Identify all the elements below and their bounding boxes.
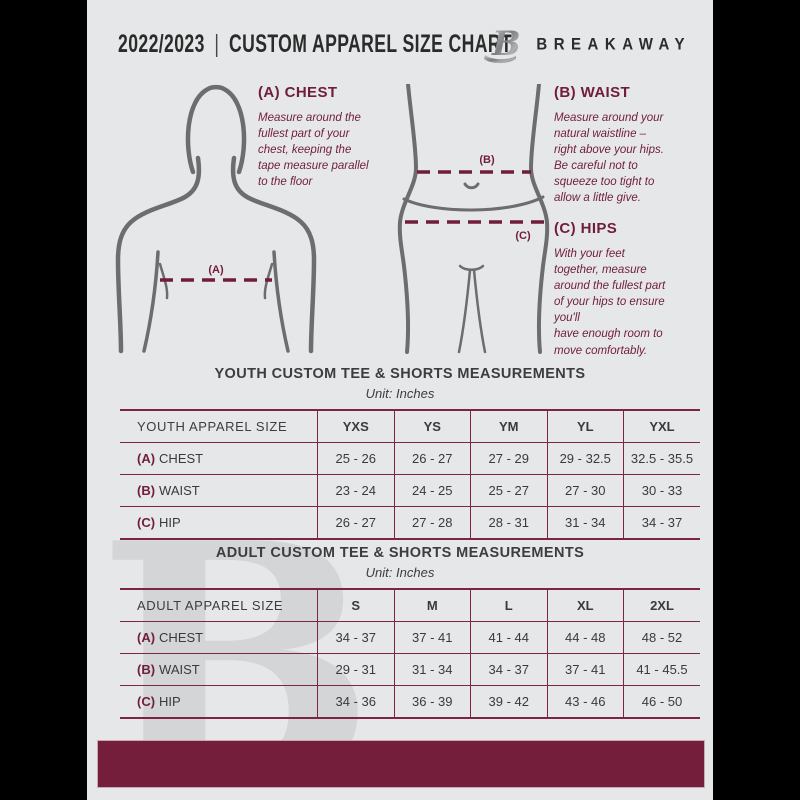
table-cell: 29 - 31	[317, 653, 394, 686]
table-row: (C) HIP 26 - 27 27 - 28 28 - 31 31 - 34 3…	[120, 506, 700, 540]
column-header: YS	[393, 410, 471, 443]
row-label-text: CHEST	[159, 451, 204, 466]
row-label: (B) WAIST	[120, 474, 318, 507]
brand-lockup: B BREAKAWAY	[482, 22, 691, 66]
table-cell: 44 - 48	[546, 621, 624, 654]
table-row: (A) CHEST 25 - 26 26 - 27 27 - 29 29 - 32…	[120, 442, 700, 475]
table-cell: 31 - 34	[393, 653, 471, 686]
table-header-row: ADULT APPAREL SIZE S M L XL 2XL	[120, 589, 700, 622]
chest-marker-label: (A)	[208, 264, 224, 276]
title-year: 2022/2023	[118, 29, 205, 58]
adult-section-unit: Unit: Inches	[365, 565, 435, 580]
column-header: YL	[546, 410, 624, 443]
youth-section-title: YOUTH CUSTOM TEE & SHORTS MEASUREMENTS	[214, 366, 586, 382]
hips-marker-label: (C)	[515, 230, 531, 242]
row-label: (A) CHEST	[120, 442, 318, 475]
table-cell: 27 - 28	[393, 506, 471, 539]
row-label-text: HIP	[159, 515, 181, 530]
row-label: (A) CHEST	[120, 621, 318, 654]
column-header: 2XL	[623, 589, 700, 622]
row-key: (A)	[137, 451, 156, 466]
table-row: (B) WAIST 29 - 31 31 - 34 34 - 37 37 - 41…	[120, 653, 700, 686]
chest-guide-heading: (A) CHEST	[258, 84, 338, 101]
table-header-row: YOUTH APPAREL SIZE YXS YS YM YL YXL	[120, 410, 700, 443]
row-label-text: WAIST	[159, 662, 200, 677]
table-cell: 24 - 25	[393, 474, 471, 507]
column-header: YOUTH APPAREL SIZE	[120, 410, 318, 443]
row-key: (C)	[137, 694, 156, 709]
header: 2022/2023 | CUSTOM APPAREL SIZE CHART B	[118, 22, 691, 66]
title-text: CUSTOM APPAREL SIZE CHART	[228, 29, 513, 58]
column-header: ADULT APPAREL SIZE	[120, 589, 318, 622]
row-key: (A)	[137, 630, 156, 645]
table-cell: 39 - 42	[470, 685, 547, 718]
table-cell: 46 - 50	[623, 685, 700, 718]
table-cell: 26 - 27	[393, 442, 471, 475]
footer-accent-bar	[97, 740, 705, 788]
waist-marker-label: (B)	[479, 154, 495, 166]
column-header: L	[470, 589, 547, 622]
column-header: YXL	[623, 410, 700, 443]
waist-guide: (B) WAIST Measure around your natural wa…	[554, 84, 709, 207]
table-cell: 32.5 - 35.5	[623, 442, 700, 475]
svg-text:B: B	[491, 24, 521, 64]
table-row: (C) HIP 34 - 36 36 - 39 39 - 42 43 - 46 4…	[120, 685, 700, 719]
hips-guide-body: With your feet together, measure around …	[554, 248, 666, 357]
row-label: (C) HIP	[120, 686, 318, 719]
table-cell: 34 - 36	[317, 685, 394, 718]
table-cell: 37 - 41	[546, 653, 624, 686]
table-cell: 43 - 46	[546, 685, 624, 718]
table-cell: 37 - 41	[393, 621, 471, 654]
title-divider: |	[214, 29, 220, 58]
table-cell: 27 - 29	[470, 442, 547, 475]
chest-figure-illustration: (A)	[115, 84, 317, 354]
table-cell: 34 - 37	[470, 653, 547, 686]
row-key: (B)	[137, 662, 156, 677]
adult-size-table: ADULT APPAREL SIZE S M L XL 2XL (A) CHEST…	[120, 588, 700, 719]
row-label: (C) HIP	[120, 507, 318, 540]
chest-guide: (A) CHEST Measure around the fullest par…	[258, 84, 408, 190]
row-key: (B)	[137, 483, 156, 498]
row-label: (B) WAIST	[120, 653, 318, 686]
adult-section-title: ADULT CUSTOM TEE & SHORTS MEASUREMENTS	[215, 545, 585, 561]
table-row: (B) WAIST 23 - 24 24 - 25 25 - 27 27 - 30…	[120, 474, 700, 507]
row-key: (C)	[137, 515, 156, 530]
table-cell: 30 - 33	[623, 474, 700, 507]
column-header: YM	[470, 410, 547, 443]
page-title: 2022/2023 | CUSTOM APPAREL SIZE CHART	[118, 29, 512, 58]
table-cell: 34 - 37	[317, 621, 394, 654]
youth-size-table: YOUTH APPAREL SIZE YXS YS YM YL YXL (A) C…	[120, 409, 700, 540]
hips-guide: (C) HIPS With your feet together, measur…	[554, 220, 709, 359]
brand-name: BREAKAWAY	[536, 34, 691, 54]
column-header: S	[317, 589, 394, 622]
size-chart-page: B 2022/2023 | CUSTOM APPAREL SIZE CHART	[87, 0, 713, 800]
table-cell: 41 - 45.5	[623, 653, 700, 686]
column-header: XL	[546, 589, 624, 622]
waist-guide-body: Measure around your natural waistline – …	[554, 112, 664, 205]
waist-guide-heading: (B) WAIST	[554, 84, 631, 101]
table-cell: 48 - 52	[623, 621, 700, 654]
youth-section-unit: Unit: Inches	[365, 386, 435, 401]
table-cell: 36 - 39	[393, 685, 471, 718]
waist-hips-figure-illustration: (B) (C)	[397, 84, 550, 354]
table-cell: 25 - 26	[317, 442, 394, 475]
row-label-text: CHEST	[159, 630, 204, 645]
row-label-text: WAIST	[159, 483, 200, 498]
column-header: M	[393, 589, 471, 622]
table-cell: 23 - 24	[317, 474, 394, 507]
breakaway-logo-icon: B	[484, 24, 521, 64]
table-cell: 41 - 44	[470, 621, 547, 654]
table-cell: 25 - 27	[470, 474, 547, 507]
chest-guide-body: Measure around the fullest part of your …	[258, 112, 369, 189]
column-header: YXS	[317, 410, 394, 443]
table-cell: 34 - 37	[623, 506, 700, 539]
table-cell: 28 - 31	[470, 506, 547, 539]
table-cell: 31 - 34	[546, 506, 624, 539]
row-label-text: HIP	[159, 694, 181, 709]
table-cell: 27 - 30	[546, 474, 624, 507]
table-cell: 26 - 27	[317, 506, 394, 539]
hips-guide-heading: (C) HIPS	[554, 220, 618, 237]
table-row: (A) CHEST 34 - 37 37 - 41 41 - 44 44 - 48…	[120, 621, 700, 654]
table-cell: 29 - 32.5	[546, 442, 624, 475]
